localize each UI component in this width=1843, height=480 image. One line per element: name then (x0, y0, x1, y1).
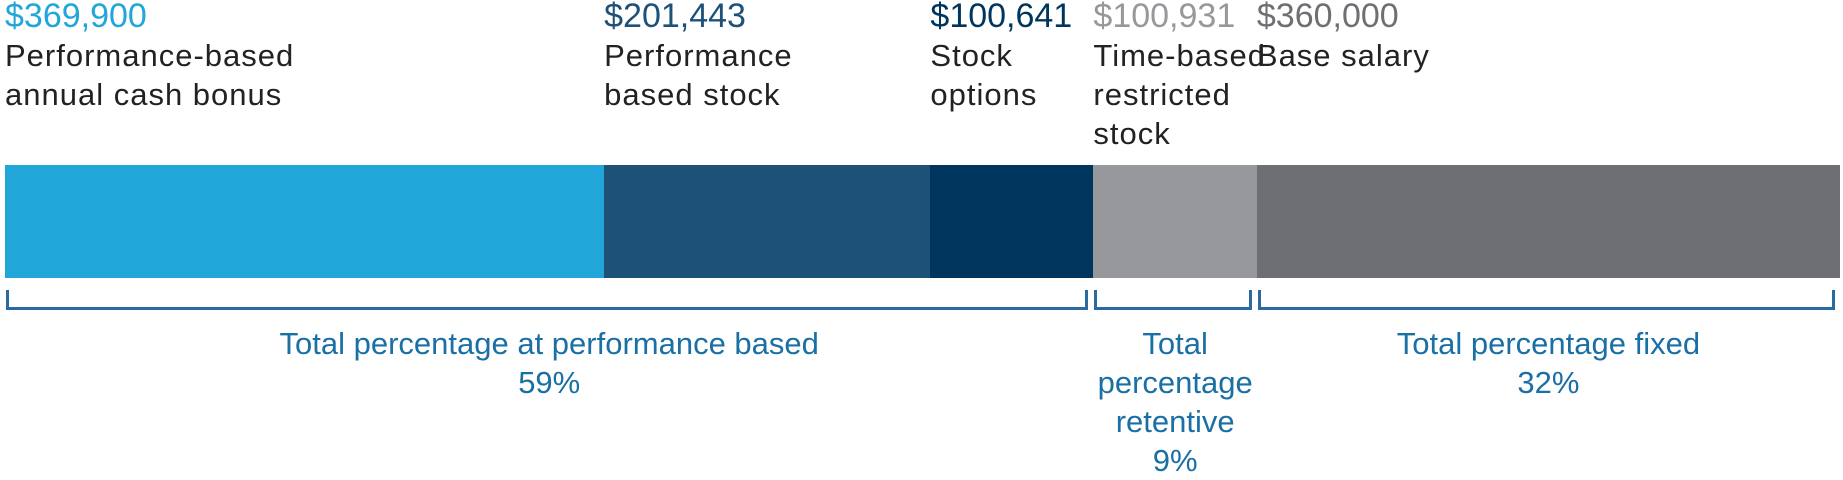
segment-name: Base salary (1256, 38, 1430, 73)
group-label: Total percentage retentive 9% (1083, 324, 1266, 480)
group-label-line: percentage (1097, 365, 1253, 400)
segment-amount: $369,900 (5, 0, 147, 35)
segment-amount: $100,641 (930, 0, 1073, 35)
group-label-line: Total percentage fixed (1396, 326, 1701, 361)
group-bracket (1094, 290, 1252, 310)
group-label-line: Total percentage at performance based (279, 326, 819, 361)
segment-label: $201,443 Performance based stock (604, 0, 792, 114)
group-label-line: 59% (518, 365, 581, 400)
segment-amount: $100,931 (1093, 0, 1236, 35)
segment-label: $360,000 Base salary (1257, 0, 1430, 75)
bar-segment (5, 165, 605, 278)
group-label-line: Total (1142, 326, 1208, 361)
segment-name: Stock (930, 38, 1013, 73)
bar-segment (604, 165, 931, 278)
segment-label: $100,641 Stock options (930, 0, 1072, 114)
group-label-line: retentive (1115, 404, 1235, 439)
segment-label: $100,931 Time-based restricted stock (1093, 0, 1266, 153)
segment-amount: $201,443 (604, 0, 746, 35)
group-label-line: 9% (1152, 443, 1198, 478)
bar-segment (1256, 165, 1840, 278)
segment-name: annual cash bonus (5, 77, 283, 112)
segment-name: options (930, 77, 1038, 112)
segment-name: Performance (604, 38, 793, 73)
segment-amount: $360,000 (1256, 0, 1399, 35)
group-label: Total percentage fixed 32% (1247, 324, 1843, 402)
segment-label: $369,900 Performance-based annual cash bon… (5, 0, 294, 114)
segment-name: Time-based (1093, 38, 1266, 73)
group-bracket (6, 290, 1089, 310)
segment-name: Performance-based (5, 38, 295, 73)
segment-name: based stock (604, 77, 781, 112)
bar-segment (930, 165, 1094, 278)
group-label-line: 32% (1517, 365, 1580, 400)
segment-name: restricted (1093, 77, 1231, 112)
segment-name: stock (1093, 116, 1171, 151)
bar-segment (1093, 165, 1257, 278)
group-label: Total percentage at performance based 59% (0, 324, 1103, 402)
group-bracket (1257, 290, 1835, 310)
